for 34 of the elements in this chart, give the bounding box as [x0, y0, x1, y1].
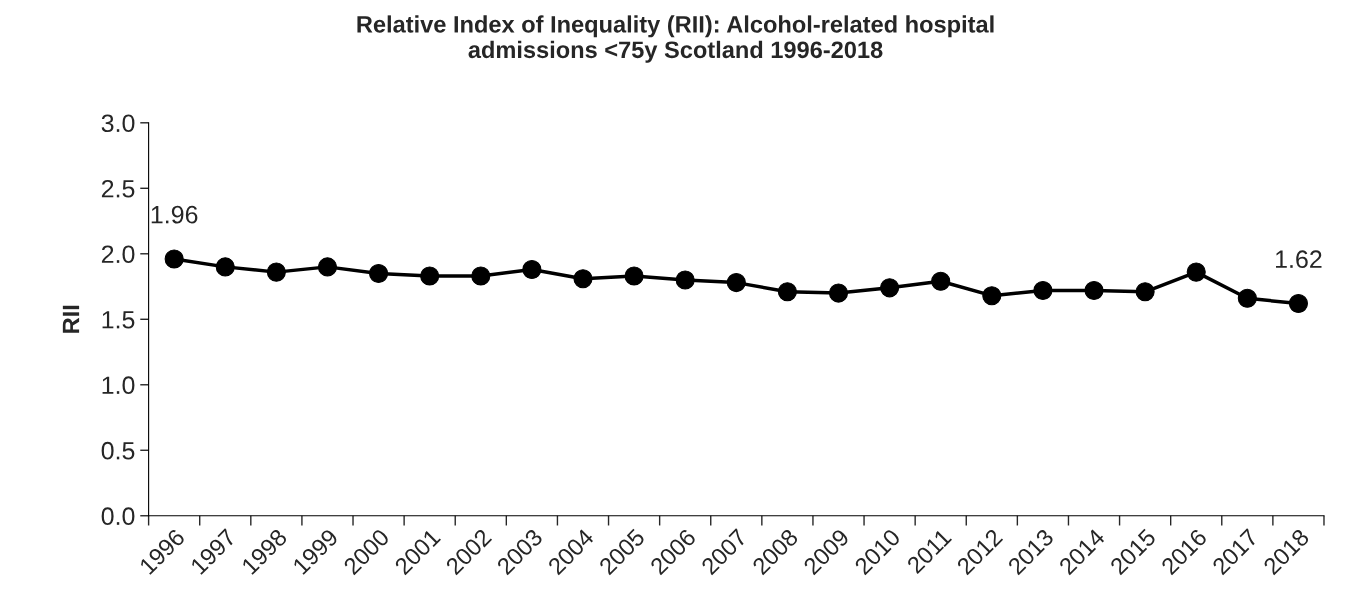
y-tick-label: 1.0	[102, 376, 135, 395]
data-label: 1.96	[151, 205, 198, 224]
chart-title: Relative Index of Inequality (RII): Alcohol-related hospital admissions <75y Scotland 1996-2018	[357, 15, 994, 63]
point	[522, 259, 542, 280]
data-label: 1.62	[1276, 250, 1322, 269]
point	[1033, 280, 1053, 301]
point	[266, 262, 286, 282]
y-tick-label: 2.5	[101, 179, 135, 198]
point	[471, 266, 491, 286]
point	[1288, 294, 1308, 314]
point	[215, 257, 235, 277]
point	[1237, 288, 1257, 308]
point	[880, 278, 900, 298]
point	[1135, 282, 1155, 302]
point	[726, 273, 746, 293]
point	[624, 266, 644, 286]
point	[828, 283, 849, 303]
point	[420, 266, 440, 286]
point	[675, 270, 695, 290]
y-axis-title: RII	[62, 305, 80, 333]
point	[164, 249, 184, 269]
point	[573, 269, 593, 289]
point	[369, 263, 389, 283]
y-tick-label: 0.5	[101, 441, 135, 460]
y-tick-label: 0.0	[101, 507, 135, 526]
y-tick-label: 2.0	[101, 245, 135, 264]
point	[982, 286, 1002, 306]
point	[931, 271, 951, 291]
y-tick-label: 1.5	[102, 311, 135, 329]
point	[317, 257, 338, 277]
point	[777, 282, 797, 302]
point	[1084, 280, 1104, 301]
y-tick-label: 3.0	[101, 114, 135, 133]
point	[1186, 262, 1206, 282]
